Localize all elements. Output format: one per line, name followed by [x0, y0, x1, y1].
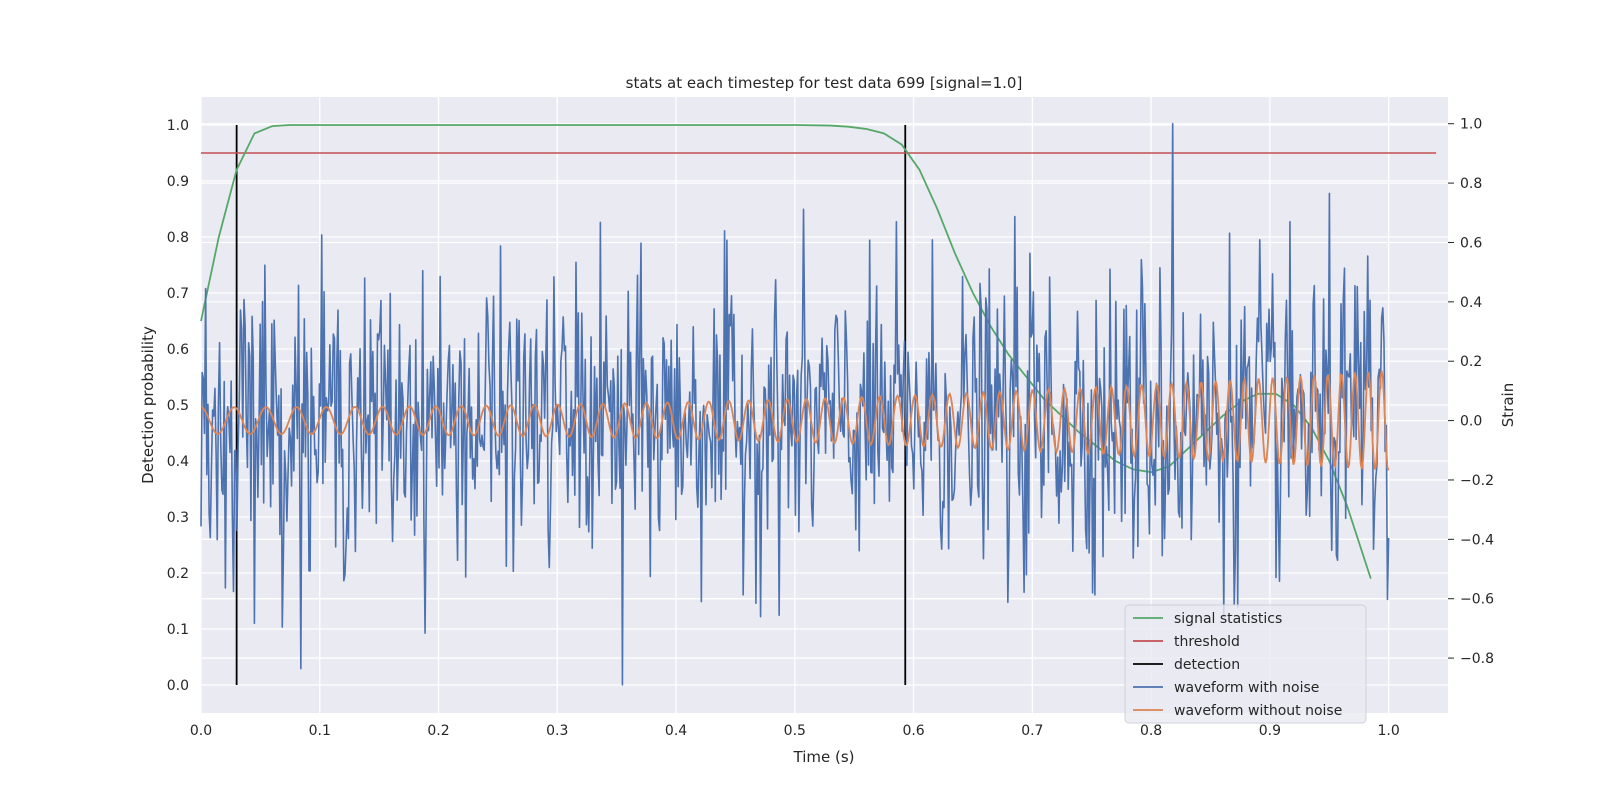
legend-box	[1124, 604, 1367, 724]
y-axis-label-left: Detection probability	[139, 326, 157, 484]
legend-label-threshold: threshold	[1174, 634, 1240, 650]
x-axis-label: Time (s)	[793, 748, 855, 766]
x-tick-label-2: 0.2	[427, 723, 449, 739]
ticks-layer: 0.0 0.1 0.2 0.3 0.4 0.5 0.6 0.7 0.8 0.9 1.0 0.0 0.1 0…	[167, 117, 1494, 739]
x-tick-label-8: 0.8	[1140, 723, 1162, 739]
chart-title: stats at each timestep for test data 699…	[626, 74, 1023, 92]
legend: signal statistics threshold detection wa…	[1124, 604, 1367, 724]
y-right-tick-label-9: 1.0	[1460, 117, 1482, 133]
y-left-tick-label-8: 0.8	[167, 230, 189, 246]
y-right-tick-label-2: −0.4	[1460, 532, 1494, 548]
series-layer	[200, 122, 1437, 686]
x-tick-label-6: 0.6	[902, 723, 924, 739]
legend-label-waveform-with-noise: waveform with noise	[1174, 680, 1319, 696]
legend-label-signal-statistics: signal statistics	[1174, 611, 1282, 627]
x-tick-label-9: 0.9	[1259, 723, 1281, 739]
legend-label-waveform-without-noise: waveform without noise	[1174, 703, 1342, 719]
x-tick-label-1: 0.1	[309, 723, 331, 739]
y-axis-label-right: Strain	[1499, 383, 1517, 427]
x-tick-label-3: 0.3	[546, 723, 568, 739]
waveform-without-noise-line	[200, 370, 1390, 471]
y-right-tick-label-5: 0.2	[1460, 354, 1482, 370]
y-right-tick-label-3: −0.2	[1460, 473, 1494, 489]
y-left-tick-label-1: 0.1	[167, 622, 189, 638]
x-tick-label-0: 0.0	[190, 723, 212, 739]
x-tick-label-4: 0.4	[665, 723, 687, 739]
x-tick-label-10: 1.0	[1377, 723, 1399, 739]
x-tick-label-5: 0.5	[784, 723, 806, 739]
y-right-tick-label-7: 0.6	[1460, 235, 1482, 251]
y-left-tick-label-3: 0.3	[167, 510, 189, 526]
y-right-tick-label-0: −0.8	[1460, 651, 1494, 667]
y-right-tick-label-8: 0.8	[1460, 176, 1482, 192]
y-left-tick-label-2: 0.2	[167, 566, 189, 582]
waveform-with-noise-line	[200, 122, 1390, 686]
x-tick-label-7: 0.7	[1021, 723, 1043, 739]
y-right-tick-label-4: 0.0	[1460, 414, 1482, 430]
y-left-tick-label-5: 0.5	[167, 398, 189, 414]
y-left-tick-label-10: 1.0	[167, 118, 189, 134]
y-right-tick-label-6: 0.4	[1460, 295, 1482, 311]
legend-label-detection: detection	[1174, 657, 1240, 673]
y-left-tick-label-9: 0.9	[167, 174, 189, 190]
y-left-tick-label-7: 0.7	[167, 286, 189, 302]
y-left-tick-label-0: 0.0	[167, 678, 189, 694]
y-right-tick-label-1: −0.6	[1460, 592, 1494, 608]
y-left-tick-label-6: 0.6	[167, 342, 189, 358]
y-left-tick-label-4: 0.4	[167, 454, 189, 470]
